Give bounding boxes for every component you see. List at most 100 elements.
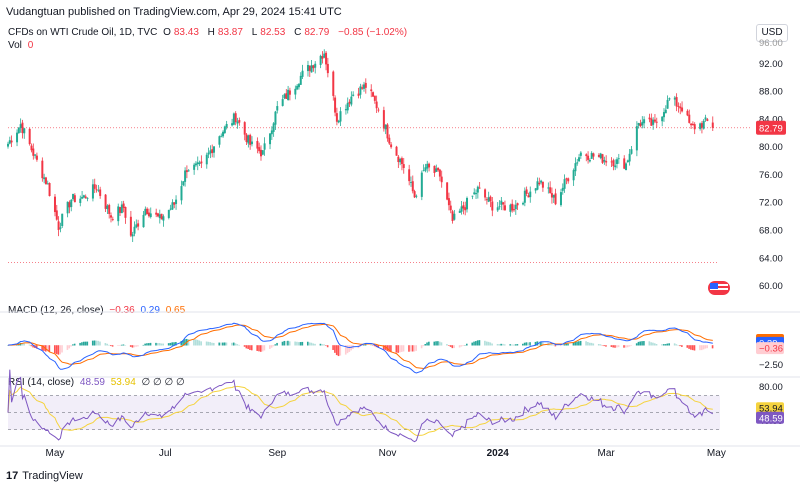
candle-body: [86, 197, 89, 199]
macd-histogram-bar: [572, 342, 575, 346]
macd-histogram-bar: [61, 345, 63, 353]
candle-body: [256, 140, 259, 149]
candle-body: [561, 187, 564, 191]
macd-histogram-badge-label: −0.36: [759, 344, 783, 355]
candle-body: [82, 195, 85, 198]
x-axis-label: Mar: [598, 448, 616, 459]
candle-body: [536, 181, 539, 190]
macd-histogram-bar: [196, 339, 199, 346]
macd-histogram-bar: [565, 343, 567, 346]
candle-body: [272, 123, 275, 132]
macd-histogram-bar: [326, 345, 329, 348]
macd-histogram-bar: [502, 343, 504, 346]
macd-histogram-bar: [162, 343, 165, 346]
macd-histogram-bar: [373, 345, 376, 347]
macd-histogram-bar: [587, 342, 589, 346]
tradingview-logo[interactable]: 17 TradingView: [6, 470, 83, 482]
macd-histogram-bar: [413, 345, 416, 352]
candle-body: [106, 205, 109, 210]
candle-body: [451, 211, 454, 221]
candle-body: [296, 85, 299, 90]
macd-histogram-bar: [453, 345, 455, 349]
macd-histogram-bar: [686, 345, 689, 348]
macd-histogram-bar: [220, 342, 222, 346]
candle-body: [108, 204, 111, 214]
candle-body: [335, 113, 338, 122]
macd-histogram-bar: [653, 343, 656, 346]
candle-body: [28, 128, 31, 145]
macd-histogram-bar: [409, 345, 412, 352]
candle-body: [131, 234, 134, 237]
candle-body: [218, 136, 221, 145]
candle-body: [399, 158, 402, 163]
macd-histogram-bar: [339, 345, 342, 356]
macd-histogram-bar: [146, 343, 148, 346]
candle-body: [238, 120, 241, 123]
macd-histogram-bar: [269, 345, 271, 349]
macd-title: MACD (12, 26, close): [8, 305, 104, 316]
macd-histogram-bar: [422, 345, 425, 347]
macd-histogram-bar: [232, 342, 235, 346]
macd-histogram-bar: [194, 339, 197, 346]
macd-histogram-bar: [579, 340, 582, 346]
macd-histogram-bar: [250, 345, 253, 351]
candle-body: [525, 189, 528, 194]
candle-body: [617, 158, 620, 160]
candle-body: [364, 82, 367, 88]
candle-body: [144, 208, 147, 216]
candle-body: [359, 86, 362, 95]
candle-body: [66, 201, 69, 214]
macd-histogram-bar: [590, 342, 593, 346]
candle-body: [91, 184, 94, 199]
macd-histogram-bar: [447, 345, 450, 346]
macd-histogram-bar: [207, 341, 210, 346]
candle-body: [200, 161, 203, 164]
chart-canvas[interactable]: 60.00 64.00 68.00 72.00 76.00 80.00 84.00 88.00…: [0, 18, 800, 466]
macd-histogram-bar: [509, 344, 511, 346]
macd-histogram-bar: [299, 342, 302, 346]
candle-body: [662, 112, 665, 118]
currency-button[interactable]: USD: [756, 24, 788, 42]
macd-histogram-bar: [117, 345, 119, 346]
candle-body: [700, 123, 703, 128]
macd-histogram-bar: [623, 345, 625, 348]
macd-histogram-bar: [335, 345, 338, 356]
candle-body: [484, 189, 487, 198]
candle-body: [411, 181, 414, 192]
candle-body: [397, 156, 400, 163]
macd-line: [7, 322, 713, 374]
candle-body: [476, 186, 479, 193]
macd-histogram-bar: [512, 344, 515, 346]
macd-histogram-bar: [73, 343, 76, 346]
macd-histogram-bar: [549, 343, 551, 346]
candle-body: [120, 204, 123, 214]
macd-histogram-bar: [175, 341, 177, 346]
candle-body: [491, 201, 494, 211]
candle-body: [184, 170, 187, 182]
candle-body: [270, 130, 273, 135]
candle-body: [402, 164, 405, 168]
candle-body: [211, 149, 214, 154]
macd-histogram-bar: [135, 345, 137, 347]
candle-body: [111, 219, 114, 220]
macd-histogram-bar: [334, 345, 336, 353]
candle-body: [625, 163, 628, 171]
macd-histogram-bar: [79, 342, 81, 346]
candle-body: [538, 182, 541, 185]
candle-body: [225, 123, 228, 128]
candle-body: [706, 119, 709, 121]
macd-histogram-bar: [193, 339, 195, 346]
macd-histogram-bar: [180, 340, 183, 346]
candle-body: [8, 140, 11, 144]
candle-body: [122, 203, 125, 208]
candle-body: [209, 150, 212, 154]
macd-histogram-bar: [110, 345, 112, 347]
candle-body: [243, 122, 246, 135]
macd-histogram-bar: [274, 344, 277, 346]
candle-body: [175, 199, 178, 204]
macd-histogram-bar: [500, 343, 502, 346]
open-value: 83.43: [173, 27, 199, 38]
candle-body: [648, 117, 651, 120]
macd-histogram-bar: [637, 341, 640, 346]
candle-body: [149, 213, 152, 218]
